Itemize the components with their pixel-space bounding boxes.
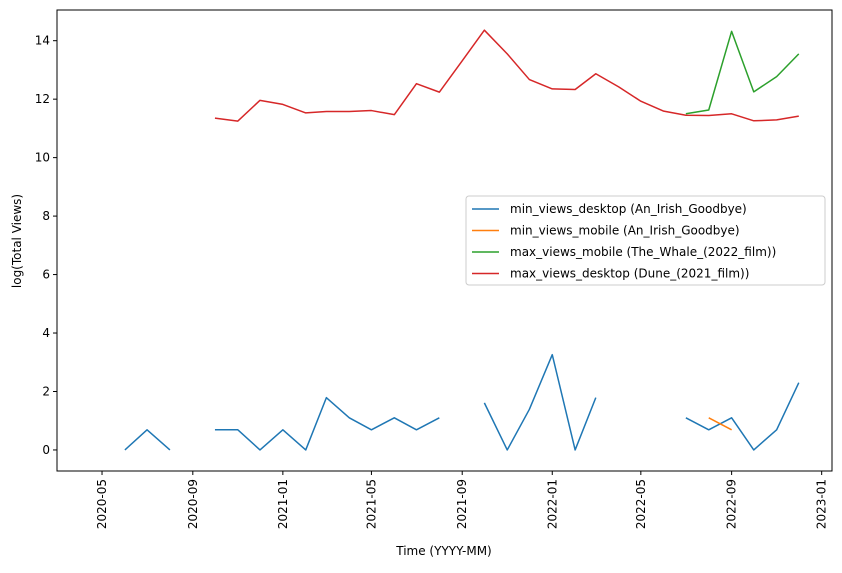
x-tick-label-4: 2021-09 — [455, 479, 469, 529]
x-axis: 2020-05 2020-09 2021-01 2021-05 2021-09 2022-… — [95, 471, 829, 529]
series-line-0 — [124, 353, 800, 451]
y-tick-label-3: 6 — [42, 268, 50, 282]
y-tick-label-7: 14 — [35, 34, 50, 48]
x-tick-label-7: 2022-09 — [725, 479, 739, 529]
y-tick-label-5: 10 — [35, 151, 50, 165]
y-tick-label-2: 4 — [42, 326, 50, 340]
plot-frame — [56, 9, 833, 472]
x-tick-label-5: 2022-01 — [545, 479, 559, 529]
x-tick-label-3: 2021-05 — [364, 479, 378, 529]
series-line-3 — [214, 29, 799, 122]
x-axis-label: Time (YYYY-MM) — [395, 544, 491, 558]
series-3-segment-0 — [214, 29, 799, 122]
legend: min_views_desktop (An_Irish_Goodbye) min_… — [465, 195, 826, 286]
plot-lines — [124, 29, 800, 451]
series-0-segment-2 — [483, 353, 597, 451]
y-axis: 0 2 4 6 8 10 12 14 — [35, 34, 57, 457]
y-tick-label-1: 2 — [42, 384, 50, 398]
y-tick-label-6: 12 — [35, 92, 50, 106]
y-tick-label-4: 8 — [42, 209, 50, 223]
x-tick-label-2: 2021-01 — [276, 479, 290, 529]
y-tick-label-0: 0 — [42, 443, 50, 457]
y-axis-label: log(Total Views) — [10, 194, 24, 288]
legend-box — [465, 195, 826, 286]
series-1-segment-0 — [708, 417, 732, 431]
x-tick-label-1: 2020-09 — [186, 479, 200, 529]
series-0-segment-3 — [685, 382, 800, 451]
series-line-1 — [708, 417, 732, 431]
series-line-2 — [685, 30, 800, 115]
legend-label-3: max_views_desktop (Dune_(2021_film)) — [510, 267, 749, 281]
legend-label-1: min_views_mobile (An_Irish_Goodbye) — [510, 224, 740, 238]
x-tick-label-8: 2023-01 — [815, 479, 829, 529]
x-tick-label-0: 2020-05 — [95, 479, 109, 529]
series-0-segment-1 — [214, 396, 440, 451]
legend-label-0: min_views_desktop (An_Irish_Goodbye) — [510, 202, 747, 216]
series-0-segment-0 — [124, 429, 171, 451]
series-2-segment-0 — [685, 30, 800, 115]
legend-label-2: max_views_mobile (The_Whale_(2022_film)) — [510, 245, 776, 259]
x-tick-label-6: 2022-05 — [634, 479, 648, 529]
